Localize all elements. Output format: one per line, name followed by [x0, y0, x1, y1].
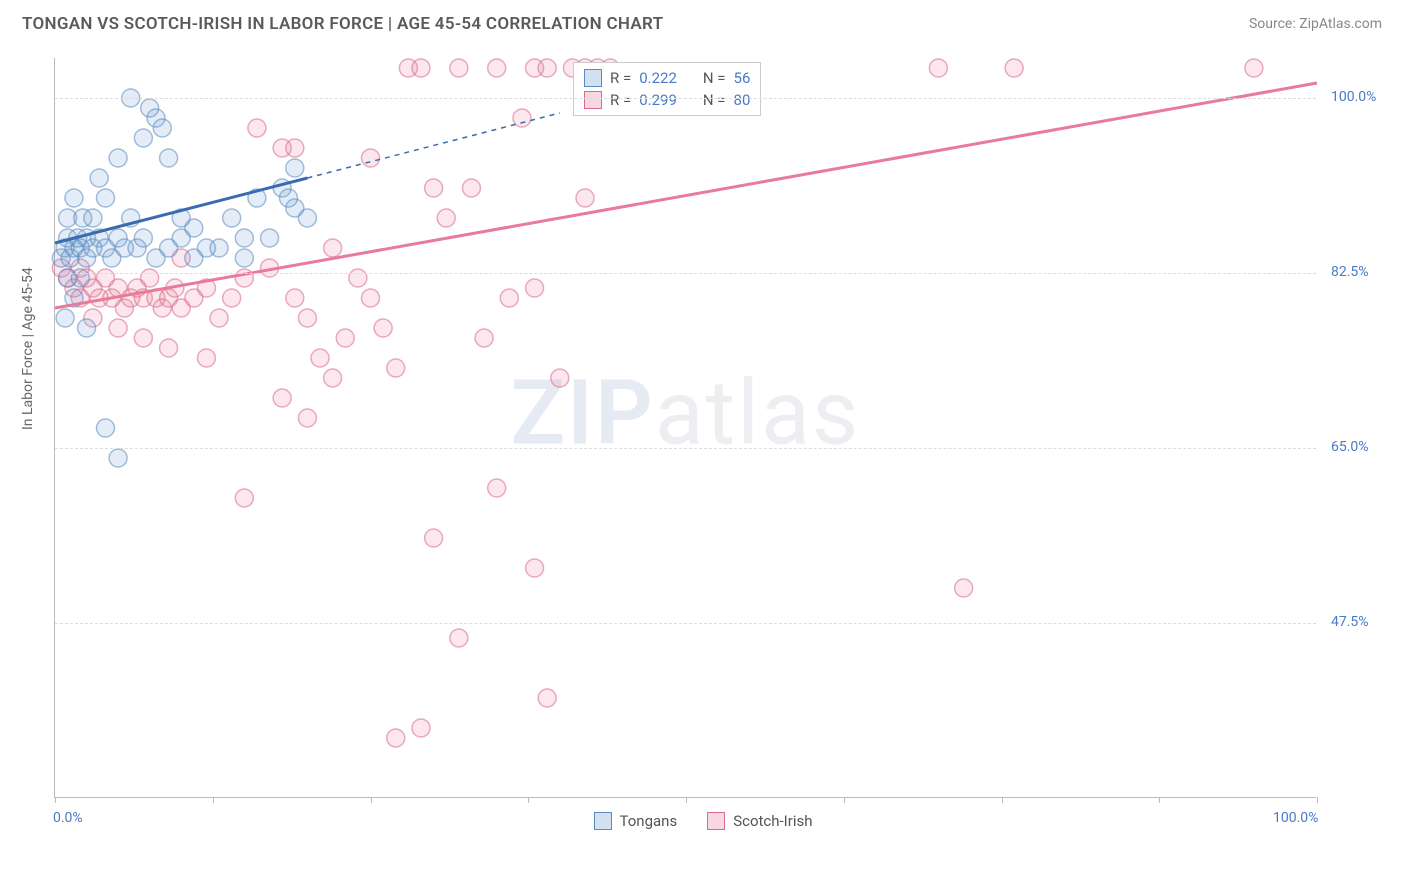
stats-n-val-2: 80 — [734, 91, 751, 109]
chart-plot-area: ZIPatlas R = 0.222 N = 56 R = 0.299 N = … — [54, 58, 1316, 798]
stats-r-val-2: 0.299 — [639, 91, 677, 109]
stats-row-scotch: R = 0.299 N = 80 — [584, 89, 750, 111]
chart-legend: Tongans Scotch-Irish — [0, 812, 1406, 830]
legend-label-scotch: Scotch-Irish — [733, 812, 812, 830]
legend-swatch-scotch — [707, 812, 725, 830]
chart-header: TONGAN VS SCOTCH-IRISH IN LABOR FORCE | … — [0, 0, 1406, 44]
stats-r-label-1: R = — [610, 69, 631, 87]
xtick — [528, 797, 529, 803]
gridline-h — [55, 273, 1316, 274]
stats-row-tongans: R = 0.222 N = 56 — [584, 67, 750, 89]
stats-n-val-1: 56 — [734, 69, 751, 87]
stats-r-label-2: R = — [610, 91, 631, 109]
ytick-label: 100.0% — [1331, 89, 1376, 105]
xtick — [1002, 797, 1003, 803]
xtick — [844, 797, 845, 803]
xtick — [1317, 797, 1318, 803]
stats-n-label-1: N = — [703, 69, 726, 87]
gridline-h — [55, 98, 1316, 99]
xtick — [55, 797, 56, 803]
ytick-label: 82.5% — [1331, 264, 1369, 280]
xtick — [213, 797, 214, 803]
stats-r-val-1: 0.222 — [639, 69, 677, 87]
stats-n-label-2: N = — [703, 91, 726, 109]
y-axis-label: In Labor Force | Age 45-54 — [20, 267, 36, 430]
source-attribution: Source: ZipAtlas.com — [1249, 16, 1382, 32]
legend-label-tongans: Tongans — [620, 812, 678, 830]
ytick-label: 47.5% — [1331, 614, 1369, 630]
chart-title: TONGAN VS SCOTCH-IRISH IN LABOR FORCE | … — [22, 14, 663, 34]
legend-swatch-tongans — [594, 812, 612, 830]
legend-item-tongans: Tongans — [594, 812, 678, 830]
xtick — [1159, 797, 1160, 803]
ytick-label: 65.0% — [1331, 439, 1369, 455]
stats-swatch-tongans — [584, 69, 602, 87]
gridline-h — [55, 448, 1316, 449]
correlation-stats-box: R = 0.222 N = 56 R = 0.299 N = 80 — [573, 62, 761, 116]
xtick — [371, 797, 372, 803]
stats-swatch-scotch — [584, 91, 602, 109]
scatter-svg — [55, 58, 1316, 797]
gridline-h — [55, 623, 1316, 624]
legend-item-scotch: Scotch-Irish — [707, 812, 812, 830]
xtick — [686, 797, 687, 803]
